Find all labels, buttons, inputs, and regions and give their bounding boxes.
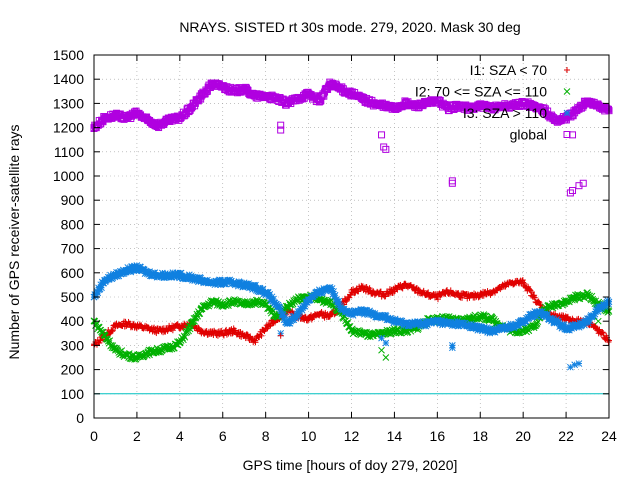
sample-point [320,92,328,100]
series-3 [90,78,613,132]
x-axis-label: GPS time [hours of doy 279, 2020] [243,457,458,473]
sample-point [258,332,265,339]
x-tick-label: 12 [344,428,360,444]
sample-point [244,331,251,338]
x-tick-label: 18 [472,428,488,444]
x-tick-label: 16 [430,428,446,444]
sample-point [109,328,116,335]
sample-point [229,330,236,337]
y-tick-label: 1500 [53,47,84,63]
sample-point [350,286,357,293]
y-tick-label: 0 [76,410,84,426]
y-tick-label: 1000 [53,168,84,184]
sample-point [420,287,427,294]
x-tick-label: 8 [262,428,270,444]
sample-point [252,339,259,346]
outlier-point [449,344,456,352]
y-axis-label: Number of GPS receiver-satellite rays [6,125,22,360]
y-tick-label: 900 [61,192,85,208]
y-tick-label: 100 [61,386,85,402]
y-tick-label: 400 [61,313,85,329]
sample-point [169,327,176,334]
x-tick-label: 10 [301,428,317,444]
x-tick-label: 22 [558,428,574,444]
x-tick-label: 24 [601,428,617,444]
sample-point [109,327,116,334]
y-tick-label: 600 [61,265,85,281]
y-tick-label: 200 [61,362,85,378]
y-tick-label: 1100 [54,144,84,160]
x-tick-label: 14 [387,428,403,444]
series-layer [90,78,613,371]
x-tick-label: 2 [133,428,141,444]
y-tick-label: 1300 [53,95,84,111]
y-tick-label: 700 [61,241,85,257]
sample-point [391,288,398,295]
outlier-point [382,339,390,347]
sample-point [343,298,350,305]
x-tick-label: 20 [515,428,531,444]
legend-marker [563,109,571,117]
sample-point [266,321,273,328]
legend-label: global [510,127,547,143]
x-tick-label: 6 [219,428,227,444]
x-tick-label: 0 [90,428,98,444]
sample-point [326,313,333,320]
sample-point [425,289,432,296]
sample-point [382,293,389,300]
legend-label: I3: SZA > 110 [463,105,547,121]
chart-title: NRAYS. SISTED rt 30s mode. 279, 2020. Ma… [179,19,520,35]
sample-point [174,321,181,328]
sample-point [367,287,374,294]
x-tick-label: 4 [176,428,184,444]
legend-label: I1: SZA < 70 [470,62,548,78]
sample-point [399,285,406,292]
y-tick-label: 800 [61,216,85,232]
y-tick-label: 500 [61,289,85,305]
sample-point [434,296,441,303]
sample-point [459,294,466,301]
legend-label: I2: 70 <= SZA <= 110 [415,84,547,100]
y-tick-label: 1400 [53,71,84,87]
y-tick-label: 300 [61,337,85,353]
outlier-point [575,360,583,367]
sample-point [194,97,202,105]
sample-point [195,324,202,331]
sample-point [605,300,612,308]
sample-point [604,105,612,113]
outlier-point [571,361,579,369]
y-tick-label: 1200 [53,120,84,136]
